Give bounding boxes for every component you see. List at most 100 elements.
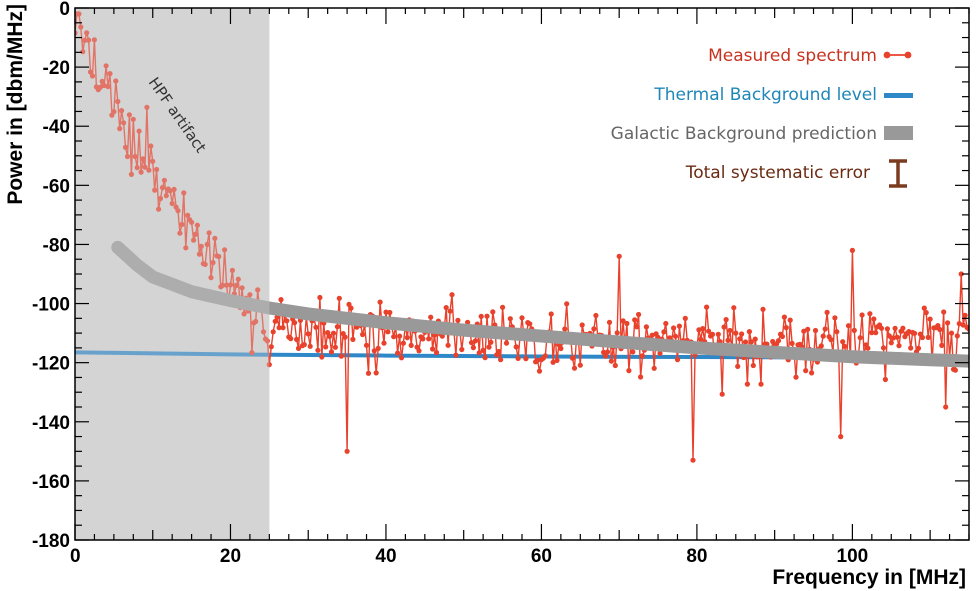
spectrum-point [651,365,657,371]
spectrum-point [328,349,335,355]
hpf-artifact-region [75,8,270,540]
spectrum-point [183,245,189,251]
spectrum-point [430,346,436,352]
spectrum-point [709,331,716,337]
x-tick-label: 40 [375,546,396,567]
legend-thermal-background: Thermal Background level [653,85,877,105]
spectrum-point [824,309,830,315]
y-tick-label: -180 [32,531,70,552]
spectrum-point [472,338,478,344]
spectrum-point [233,282,239,289]
spectrum-point [105,83,111,90]
spectrum-point [381,340,387,346]
spectrum-point [890,335,896,341]
spectrum-point [500,304,506,310]
hpf-overlay-rect [75,8,270,540]
spectrum-point [486,344,492,350]
spectrum-point [99,78,105,84]
spectrum-point [154,166,160,173]
spectrum-point [894,334,900,340]
spectrum-point [276,325,282,331]
spectrum-point [715,331,721,337]
spectrum-point [606,319,613,325]
spectrum-point [674,357,681,363]
spectrum-point [886,333,892,339]
spectrum-point [960,322,966,328]
spectrum-point [927,316,933,322]
spectrum-point [288,336,294,342]
spectrum-point [266,362,272,368]
y-tick-label: -80 [43,235,70,256]
spectrum-point [212,235,218,241]
spectrum-point [884,326,891,332]
spectrum-point [208,275,214,281]
spectrum-point [185,212,191,218]
spectrum-point [301,342,307,348]
legend-measured-marker [883,51,891,59]
spectrum-point [194,222,200,228]
spectrum-point [569,355,576,361]
spectrum-point [867,311,873,317]
hpf-overlay [75,8,270,540]
spectrum-point [191,237,197,243]
spectrum-point [731,305,737,311]
spectrum-point [682,315,688,321]
spectrum-point [91,37,97,43]
spectrum-point [536,368,543,374]
spectrum-point [737,336,743,342]
spectrum-point [181,190,187,196]
spectrum-point [202,261,208,267]
spectrum-point [783,325,789,331]
series-layer [75,11,969,463]
spectrum-point [828,337,834,343]
spectrum-point [268,344,274,350]
spectrum-point [603,353,609,359]
spectrum-point [210,260,216,266]
spectrum-point [952,367,959,373]
spectrum-point [305,331,311,337]
legend-measured-marker [904,51,912,59]
spectrum-point [838,434,844,440]
spectrum-point [484,313,490,319]
spectrum-point [82,37,88,44]
spectrum-point [630,349,636,355]
spectrum-point [548,311,554,317]
spectrum-point [206,230,212,236]
spectrum-point [383,309,389,315]
spectrum-point [363,342,370,348]
spectrum-point [554,357,560,363]
spectrum-point [915,345,922,351]
spectrum-point [278,297,284,303]
spectrum-point [937,326,943,333]
spectrum-point [404,335,410,341]
y-tick-label: -20 [43,58,70,79]
spectrum-point [752,336,758,342]
spectrum-point [671,325,677,331]
spectrum-point [468,340,475,346]
spectrum-point [76,11,82,17]
y-tick-label: -140 [32,413,70,434]
spectrum-point [480,347,486,353]
spectrum-point [482,355,488,361]
spectrum-point [721,324,727,330]
spectrum-point [945,320,951,326]
spectrum-point [163,193,169,199]
spectrum-point [921,305,927,311]
spectrum-point [420,336,426,342]
spectrum-point [865,345,871,351]
spectrum-point [330,330,337,336]
legend [883,51,913,188]
spectrum-point [507,316,513,322]
spectrum-point [445,342,451,348]
spectrum-point [111,109,117,115]
spectrum-point [397,333,403,339]
spectrum-point [385,329,391,335]
spectrum-point [923,310,929,316]
spectrum-point [744,381,751,387]
spectrum-point [439,333,445,339]
spectrum-point [735,363,741,369]
spectrum-point [260,329,267,335]
spectrum-point [478,313,484,319]
spectrum-point [408,342,414,348]
